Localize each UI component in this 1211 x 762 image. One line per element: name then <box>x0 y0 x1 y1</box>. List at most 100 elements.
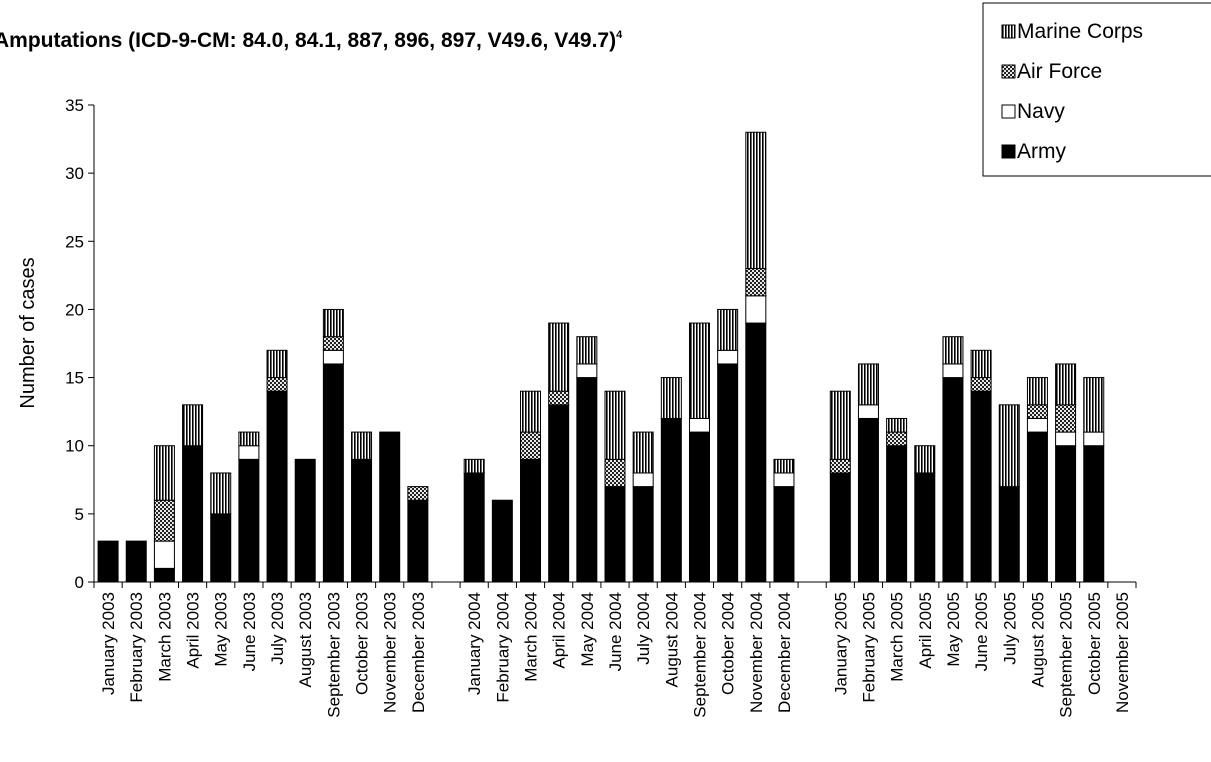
bar-segment-navy <box>942 363 964 379</box>
bar-segment-army <box>717 363 739 583</box>
x-tick-label: March 2003 <box>155 592 174 682</box>
bar-segment-army <box>970 390 992 583</box>
bar-segment-army <box>660 417 682 583</box>
x-tick-label: December 2004 <box>775 592 794 713</box>
bar-segment-marine-corps <box>717 308 739 351</box>
legend-label: Air Force <box>1017 60 1102 83</box>
bar-segment-marine-corps <box>576 336 598 365</box>
bar-segment-army <box>548 404 570 583</box>
legend-label: Army <box>1017 140 1066 163</box>
x-tick-label: November 2003 <box>381 592 400 713</box>
legend-label: Marine Corps <box>1017 20 1143 43</box>
bar-segment-marine-corps <box>238 431 260 447</box>
legend-swatch <box>1001 24 1016 39</box>
bar-segment-army <box>125 540 147 583</box>
bar-segment-army <box>1083 445 1105 583</box>
y-tick-label: 5 <box>75 505 84 524</box>
bar-segment-marine-corps <box>773 458 795 474</box>
x-tick-label: June 2004 <box>606 592 625 671</box>
bar-segment-navy <box>717 349 739 365</box>
bar-segment-air-force <box>886 431 908 447</box>
bar-segment-army <box>463 472 485 583</box>
bar-segment-navy <box>1083 431 1105 447</box>
x-tick-label: January 2004 <box>465 592 484 695</box>
bar-segment-air-force <box>604 458 626 488</box>
y-tick-label: 15 <box>65 369 84 388</box>
x-tick-label: June 2003 <box>240 592 259 671</box>
bar-segment-air-force <box>829 458 851 474</box>
bar-segment-navy <box>632 472 654 488</box>
bar-segment-army <box>322 363 344 583</box>
y-axis-label: Number of cases <box>17 257 39 408</box>
x-tick-label: August 2004 <box>662 592 681 687</box>
bar-segment-army <box>294 458 316 583</box>
chart-title: Amputations (ICD-9-CM: 84.0, 84.1, 887, … <box>0 29 623 52</box>
bar-segment-navy <box>322 349 344 365</box>
bar-segment-navy <box>1026 417 1048 433</box>
x-tick-label: August 2003 <box>296 592 315 687</box>
bar-segment-marine-corps <box>1026 377 1048 406</box>
x-tick-label: September 2005 <box>1057 592 1076 718</box>
y-tick-label: 20 <box>65 300 84 319</box>
bar-segment-army <box>688 431 710 583</box>
bar-segment-army <box>745 322 767 583</box>
x-tick-label: October 2004 <box>719 592 738 695</box>
legend-swatch <box>1001 144 1016 159</box>
bar-segment-marine-corps <box>1083 377 1105 433</box>
bar-segment-navy <box>153 540 175 569</box>
bar-segment-navy <box>238 445 260 460</box>
bar-segment-marine-corps <box>153 445 175 501</box>
bar-segment-air-force <box>153 499 175 542</box>
bar-segment-air-force <box>970 377 992 392</box>
x-tick-label: February 2005 <box>859 592 878 703</box>
bar-segment-marine-corps <box>210 472 232 515</box>
x-tick-label: July 2003 <box>268 592 287 665</box>
x-tick-label: June 2005 <box>972 592 991 671</box>
bar-segment-marine-corps <box>182 404 204 447</box>
bar-segment-army <box>632 486 654 583</box>
bar-segment-air-force <box>322 336 344 351</box>
legend-box <box>982 2 1211 177</box>
y-tick-label: 30 <box>65 164 84 183</box>
plot-area: 0 5 10 15 20 25 30 35 January 2003 February 2003 M… <box>65 96 1137 718</box>
bar-segment-marine-corps <box>322 308 344 338</box>
bar-segment-navy <box>773 472 795 488</box>
x-tick-label: August 2005 <box>1028 592 1047 687</box>
bar-segment-marine-corps <box>520 390 542 433</box>
bar-segment-air-force <box>745 268 767 297</box>
y-tick-label: 35 <box>65 96 84 115</box>
bar-segment-army <box>829 472 851 583</box>
bar-segment-marine-corps <box>660 377 682 419</box>
legend-label: Navy <box>1017 100 1065 123</box>
bar-segment-marine-corps <box>463 458 485 474</box>
bar-segment-marine-corps <box>688 322 710 419</box>
bar-segment-marine-corps <box>351 431 373 460</box>
bar-segment-marine-corps <box>548 322 570 392</box>
bar-segment-marine-corps <box>266 349 288 379</box>
x-tick-label: May 2004 <box>578 592 597 667</box>
x-tick-label: September 2003 <box>324 592 343 718</box>
bar-segment-army <box>942 377 964 583</box>
bar-segment-army <box>351 458 373 583</box>
x-tick-label: May 2005 <box>944 592 963 667</box>
bar-segment-army <box>153 567 175 583</box>
bar-segment-army <box>407 499 429 583</box>
x-tick-label: February 2004 <box>493 592 512 703</box>
bar-segment-navy <box>688 417 710 433</box>
bar-segment-army <box>773 486 795 583</box>
bar-segment-army <box>576 377 598 583</box>
bar-segment-army <box>182 445 204 583</box>
bar-segment-marine-corps <box>942 336 964 365</box>
x-tick-label: May 2003 <box>212 592 231 667</box>
bar-segment-air-force <box>407 486 429 501</box>
bar-segment-marine-corps <box>857 363 879 406</box>
x-tick-label: April 2004 <box>550 592 569 669</box>
bar-segment-air-force <box>520 431 542 460</box>
bar-segment-marine-corps <box>829 390 851 460</box>
legend-swatch <box>1001 64 1016 79</box>
bar-segment-army <box>886 445 908 583</box>
bar-segment-marine-corps <box>914 445 936 474</box>
bar-segment-army <box>1055 445 1077 583</box>
x-tick-label: November 2005 <box>1113 592 1132 713</box>
x-tick-label: July 2005 <box>1000 592 1019 665</box>
